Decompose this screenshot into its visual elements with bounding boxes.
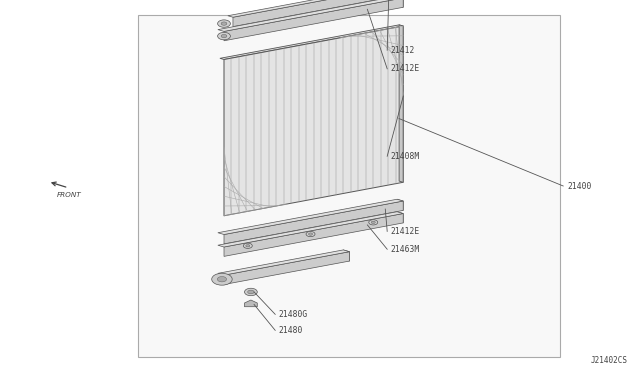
Polygon shape — [224, 0, 403, 41]
Circle shape — [212, 273, 232, 285]
Polygon shape — [224, 26, 403, 216]
Polygon shape — [224, 201, 403, 244]
Circle shape — [218, 20, 230, 27]
Polygon shape — [218, 250, 349, 275]
Polygon shape — [399, 25, 403, 182]
Text: 21412E: 21412E — [390, 64, 420, 73]
Circle shape — [248, 290, 254, 294]
Polygon shape — [218, 212, 403, 247]
Circle shape — [218, 32, 230, 40]
Polygon shape — [218, 199, 403, 234]
Text: J21402CS: J21402CS — [590, 356, 627, 365]
Text: 21480: 21480 — [278, 326, 303, 335]
Text: 21480G: 21480G — [278, 310, 308, 319]
Polygon shape — [397, 0, 403, 7]
Polygon shape — [224, 252, 349, 285]
Circle shape — [369, 220, 378, 225]
Circle shape — [306, 231, 315, 237]
Text: 21408M: 21408M — [390, 152, 420, 161]
Circle shape — [243, 243, 252, 248]
Text: 21400: 21400 — [567, 182, 591, 190]
Text: 21412: 21412 — [390, 46, 415, 55]
Text: 21463M: 21463M — [390, 245, 420, 254]
Circle shape — [221, 22, 227, 25]
Bar — [138, 15, 560, 357]
Text: 21412E: 21412E — [390, 227, 420, 236]
Polygon shape — [397, 199, 403, 211]
Polygon shape — [224, 214, 403, 256]
Polygon shape — [397, 212, 403, 223]
Circle shape — [308, 233, 312, 235]
Circle shape — [371, 221, 375, 224]
Text: FRONT: FRONT — [56, 192, 81, 198]
Circle shape — [218, 276, 227, 282]
Polygon shape — [233, 0, 403, 27]
Polygon shape — [244, 300, 257, 307]
Polygon shape — [343, 250, 349, 261]
Circle shape — [246, 245, 250, 247]
Circle shape — [221, 35, 227, 38]
Polygon shape — [220, 25, 403, 60]
Polygon shape — [228, 0, 403, 17]
Polygon shape — [218, 0, 403, 31]
Circle shape — [244, 288, 257, 296]
